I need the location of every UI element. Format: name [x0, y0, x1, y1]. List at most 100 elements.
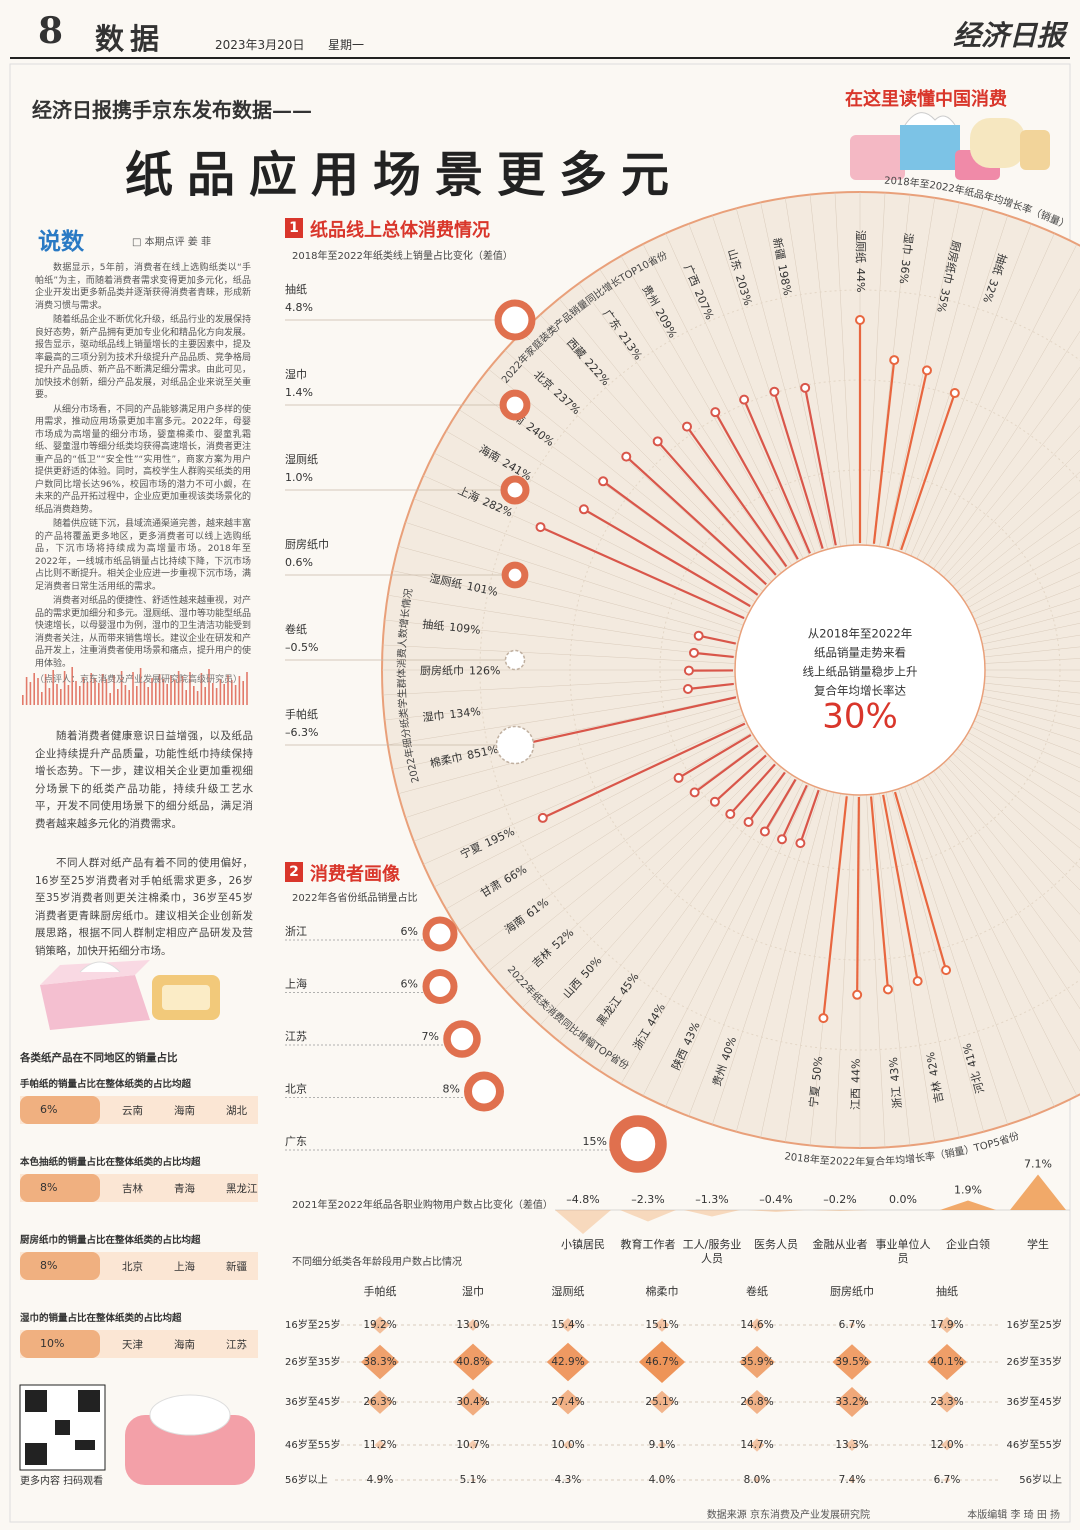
- spoke: [856, 796, 860, 995]
- decor-bar: [120, 671, 123, 705]
- value-label: –1.3%: [695, 1193, 728, 1206]
- decor-bar: [117, 689, 119, 705]
- value-label: 9.1%: [649, 1439, 676, 1451]
- diamond: [660, 1478, 664, 1482]
- decor-bar: [212, 683, 214, 705]
- row-label: 26岁至35岁: [1007, 1355, 1062, 1368]
- diamond: [649, 1390, 675, 1414]
- decor-bar: [196, 691, 199, 705]
- regional-place: 北京: [122, 1261, 143, 1273]
- value-label: 4.0%: [649, 1474, 676, 1486]
- value-label: –0.4%: [759, 1193, 792, 1206]
- category-label: 厨房纸巾: [285, 537, 329, 551]
- column-label: 湿厕纸: [552, 1285, 585, 1298]
- regional-value: 6%: [40, 1103, 58, 1116]
- spoke-dot: [682, 421, 693, 432]
- spoke-dot: [769, 386, 780, 397]
- occupation-label: 事业单位人员: [875, 1238, 931, 1265]
- decor-bar: [71, 667, 73, 705]
- spoke-dot: [578, 504, 589, 515]
- radial-rule: [405, 522, 742, 632]
- radial-rule: [968, 732, 1080, 798]
- spoke-dot: [598, 476, 609, 487]
- value-label: 33.2%: [835, 1396, 868, 1408]
- radial-rule: [938, 766, 1080, 943]
- radial-ring: [479, 289, 1080, 1051]
- center-circle: [734, 544, 986, 796]
- radial-rule: [504, 349, 768, 587]
- diamond: [848, 1321, 856, 1329]
- value-label: 38.3%: [363, 1356, 396, 1368]
- spoke-dot: [682, 683, 693, 694]
- decor-bar: [177, 671, 180, 705]
- diamond: [565, 1478, 571, 1482]
- value-label: 44%: [854, 268, 867, 292]
- diamond: [361, 1344, 399, 1380]
- value-label: 8.0%: [744, 1474, 771, 1486]
- value-label: 6.7%: [839, 1319, 866, 1331]
- diamond: [927, 1343, 967, 1381]
- value-label: 7.1%: [1024, 1158, 1052, 1171]
- category-label: 湿厕纸: [285, 453, 318, 466]
- diamond: [832, 1344, 872, 1380]
- radial-rule: [976, 714, 1080, 755]
- spoke: [763, 778, 797, 833]
- row-label: 26岁至35岁: [285, 1355, 340, 1368]
- value-label: 15.4%: [551, 1319, 584, 1331]
- category: 宁夏: [806, 1085, 822, 1108]
- decor-bar: [174, 680, 176, 705]
- paragraph: 随着供应链下沉，县域流通渠道完善，越来越丰富的产品将覆盖更多地区，更多消费者可以…: [35, 519, 252, 592]
- spoke-label: 新疆 198%: [770, 237, 795, 297]
- decor-bar: [136, 686, 138, 705]
- value-label: 27.4%: [551, 1396, 584, 1408]
- row-label: 46岁至55岁: [1007, 1438, 1062, 1451]
- radial-rule: [392, 570, 738, 645]
- value-label: 44%: [849, 1058, 862, 1083]
- regional-title: 各类纸产品在不同地区的销量占比: [20, 1052, 178, 1064]
- spoke-dot: [709, 796, 720, 807]
- spoke-dot: [921, 365, 932, 376]
- row-label: 16岁至25岁: [1007, 1318, 1062, 1331]
- paragraph: 数据显示，5年前，消费者在线上选购纸类以“手帕纸”为主，而随着消费者需求变得更加…: [35, 263, 252, 311]
- decor-bar: [44, 674, 47, 705]
- radial-rule: [984, 646, 1080, 658]
- ring: [495, 725, 535, 765]
- radial-rule: [488, 748, 764, 972]
- category: 湿巾: [422, 708, 445, 724]
- decor-bar: [94, 678, 96, 705]
- value-label: 39.5%: [835, 1356, 868, 1368]
- decor-bar: [185, 690, 187, 705]
- value-label: 6%: [401, 978, 418, 991]
- radial-rule: [982, 695, 1080, 718]
- value-label: –0.5%: [285, 641, 318, 654]
- regional-place: 海南: [174, 1105, 195, 1117]
- spoke: [698, 634, 737, 645]
- radial-rule: [984, 676, 1080, 682]
- occupation-label: 医务人员: [754, 1238, 798, 1251]
- decor-bar: [41, 692, 43, 705]
- decor-bar: [67, 685, 70, 705]
- radial-rule: [898, 215, 1008, 552]
- decor-bar: [234, 685, 237, 705]
- commentary: 随着消费者健康意识日益增强，以及纸品企业持续提升产品质量，功能性纸巾持续保持增长…: [35, 728, 253, 982]
- decor-bar: [246, 672, 248, 705]
- value-label: 13.0%: [456, 1319, 489, 1331]
- diamond: [377, 1477, 383, 1483]
- regional-value: 8%: [40, 1259, 58, 1272]
- footer-source: 数据来源 京东消费及产业发展研究院: [706, 1510, 870, 1521]
- radial-rule: [521, 758, 772, 1009]
- spoke-dot: [818, 1013, 829, 1024]
- section-title: 消费者画像: [310, 864, 400, 885]
- value-label: 0.0%: [889, 1193, 917, 1206]
- radial-rule: [956, 748, 1080, 849]
- value-label: 23.3%: [930, 1396, 963, 1408]
- value-label: 10.0%: [551, 1439, 584, 1451]
- category-label: 卷纸: [285, 622, 307, 636]
- value-label: 36%: [897, 259, 913, 285]
- value-label: 7%: [422, 1030, 439, 1043]
- spoke-dot: [710, 407, 721, 418]
- spoke-dot: [535, 522, 546, 533]
- decor-bar: [143, 682, 146, 705]
- spoke: [678, 733, 752, 779]
